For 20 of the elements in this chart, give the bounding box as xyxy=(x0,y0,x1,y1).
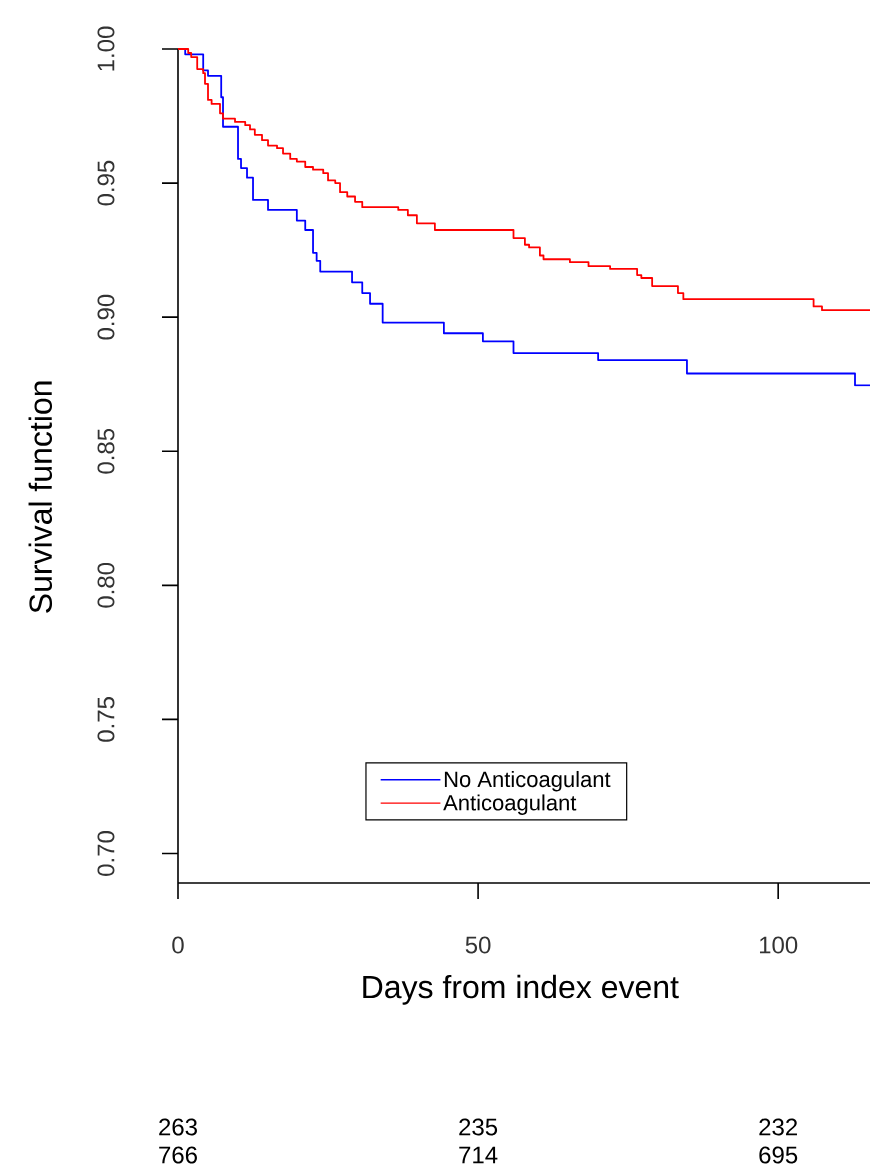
y-tick-label: 0.85 xyxy=(97,428,115,474)
legend-label: Anticoagulant xyxy=(443,794,577,815)
text: 232 xyxy=(759,1118,797,1136)
x-tick-label: 0 xyxy=(172,936,184,954)
legend-label: No Anticoagulant xyxy=(444,770,611,792)
text: 263 xyxy=(159,1118,197,1136)
y-tick-label: 0.70 xyxy=(97,831,115,876)
text: 714 xyxy=(459,1146,498,1164)
text: 766 xyxy=(159,1146,197,1164)
text: 695 xyxy=(759,1146,798,1164)
y-tick-label: 0.75 xyxy=(97,697,115,742)
y-tick-label: 0.90 xyxy=(97,294,115,340)
x-tick-label: 100 xyxy=(759,936,798,954)
y-tick-label: 1.00 xyxy=(97,26,115,71)
y-axis-title: Survival function xyxy=(28,381,53,613)
x-axis-title: Days from index event xyxy=(363,974,679,1005)
text: 235 xyxy=(459,1118,498,1136)
y-tick-label: 0.80 xyxy=(97,562,115,608)
y-tick-label: 0.95 xyxy=(97,160,115,206)
x-tick-label: 50 xyxy=(465,936,491,954)
